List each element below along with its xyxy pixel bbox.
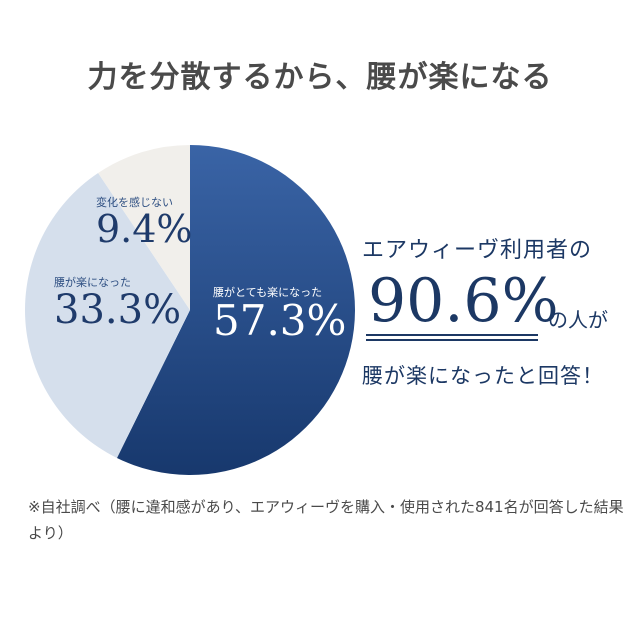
slice-label-no-change: 変化を感じない 9.4% — [96, 194, 193, 248]
headline: 力を分散するから、腰が楽になる — [87, 60, 553, 95]
slice-percent: 9.4% — [96, 207, 193, 251]
callout-line3: 腰が楽になったと回答！ — [362, 364, 604, 388]
slice-percent: 33.3% — [54, 287, 182, 333]
double-underline-bottom — [366, 339, 538, 341]
footnote: ※自社調べ（腰に違和感があり、エアウィーヴを購入・使用された841名が回答した結… — [28, 498, 624, 542]
callout-big-value: 90.6% — [368, 266, 559, 336]
result-callout: エアウィーヴ利用者の 90.6% の人が 腰が楽になったと回答！ — [362, 232, 622, 390]
pie-slice-no-change — [98, 145, 190, 310]
callout-line1: エアウィーヴ利用者の — [362, 238, 593, 263]
double-underline-top — [366, 334, 538, 336]
slice-percent: 57.3% — [213, 296, 347, 345]
callout-figure-row: 90.6% の人が — [362, 266, 622, 341]
callout-suffix: の人が — [548, 308, 608, 332]
pie-slice-easier — [24, 172, 191, 458]
pie-slice-much-easier — [116, 145, 356, 475]
slice-label-much-easier: 腰がとても楽になった 57.3% — [213, 284, 346, 342]
slice-caption: 腰が楽になった — [54, 276, 131, 289]
slice-caption: 変化を感じない — [96, 196, 173, 209]
slice-caption: 腰がとても楽になった — [213, 286, 323, 299]
slice-label-easier: 腰が楽になった 33.3% — [54, 274, 181, 330]
